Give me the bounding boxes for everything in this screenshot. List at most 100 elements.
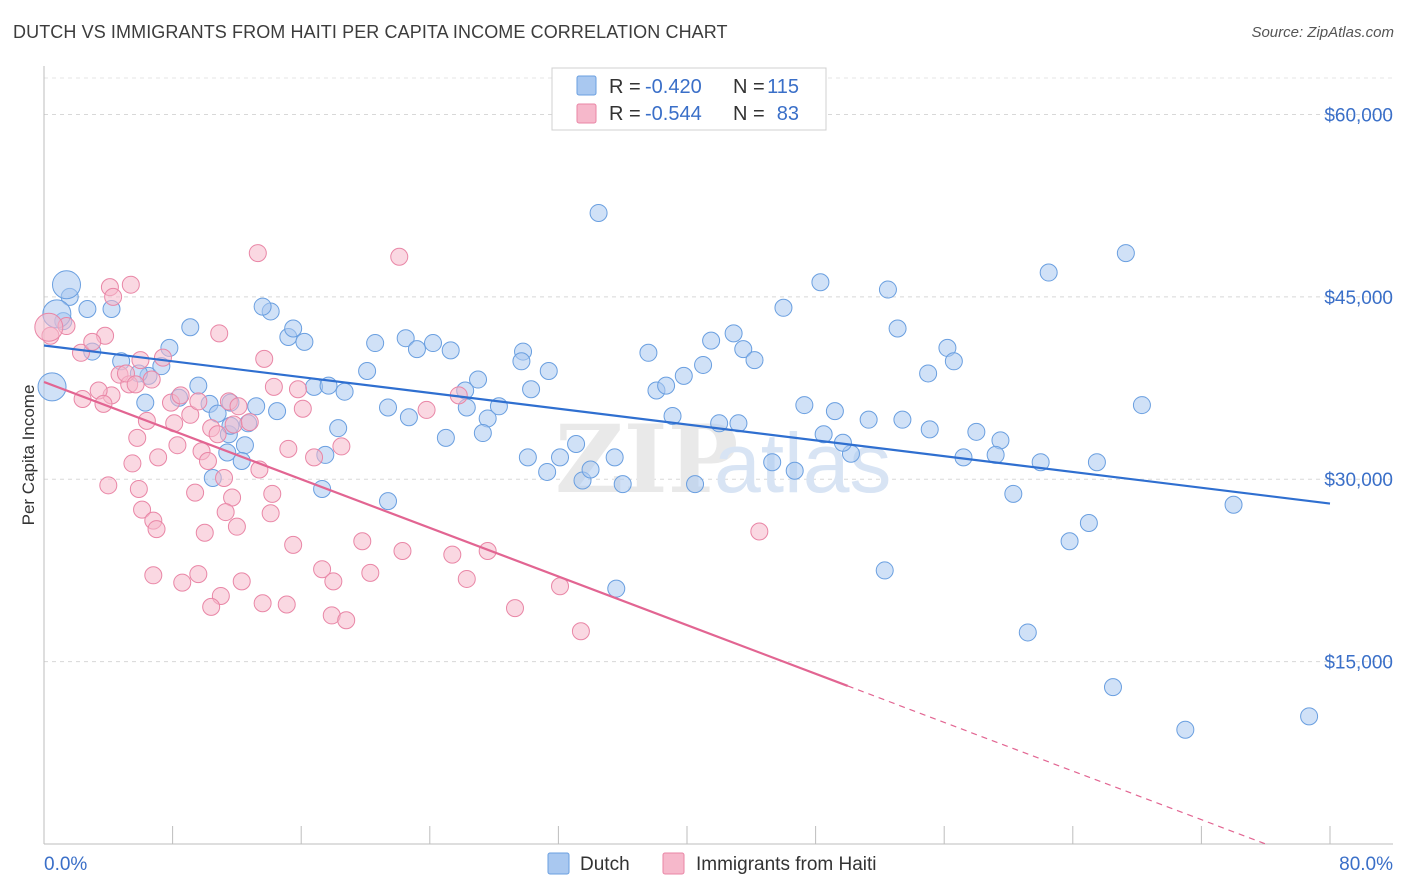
dutch-point-50: [613, 475, 632, 494]
haiti-point-78: [288, 380, 307, 399]
trend-lines: [43, 344, 1331, 845]
bottom-legend-label-dutch: Dutch: [580, 854, 630, 875]
haiti-point-41: [123, 454, 142, 473]
haiti-point-69: [232, 572, 251, 591]
dutch-point-48: [581, 460, 600, 479]
dutch-point-31: [366, 334, 385, 353]
haiti-point-85: [750, 522, 769, 541]
x-tick-label-min: 0.0%: [44, 854, 87, 875]
haiti-point-49: [227, 517, 246, 536]
haiti-big-point-0: [34, 312, 64, 342]
dutch-point-86: [1060, 532, 1079, 551]
haiti-point-42: [129, 479, 148, 498]
dutch-trend-line: [43, 344, 1331, 505]
haiti-point-36: [305, 448, 324, 467]
haiti-point-19: [189, 392, 208, 411]
haiti-point-47: [195, 523, 214, 542]
dutch-point-44: [522, 380, 541, 399]
dutch-point-104: [589, 203, 608, 222]
dutch-point-107: [284, 319, 303, 338]
haiti-point-60: [505, 599, 524, 618]
haiti-point-18: [181, 405, 200, 424]
dutch-point-24: [253, 297, 272, 316]
haiti-point-83: [104, 287, 123, 306]
dutch-point-97: [268, 402, 287, 421]
haiti-point-43: [133, 500, 152, 519]
dutch-point-65: [795, 396, 814, 415]
haiti-point-4: [83, 332, 102, 351]
dutch-point-60: [734, 340, 753, 359]
dutch-point-19: [235, 436, 254, 455]
dutch-point-80: [967, 422, 986, 441]
haiti-point-23: [229, 397, 248, 416]
dutch-point-51: [639, 343, 658, 362]
dutch-point-111: [694, 355, 713, 374]
dutch-point-38: [469, 370, 488, 389]
haiti-point-82: [390, 247, 409, 266]
dutch-point-105: [607, 579, 626, 598]
dutch-point-12: [136, 393, 155, 412]
dutch-point-33: [396, 329, 415, 348]
y-axis-label: Per Capita Income: [19, 385, 38, 526]
x-tick-label-max: 80.0%: [1339, 854, 1393, 875]
dutch-point-56: [686, 475, 705, 494]
haiti-point-56: [393, 541, 412, 560]
dutch-point-53: [657, 376, 676, 395]
dutch-point-89: [1103, 678, 1122, 697]
legend-swatch-haiti: [576, 103, 597, 124]
dutch-big-point-2: [37, 372, 67, 402]
haiti-point-62: [571, 622, 590, 641]
legend-r-value-haiti: -0.544: [645, 103, 702, 125]
dutch-point-82: [1004, 484, 1023, 503]
dutch-point-13: [189, 376, 208, 395]
legend-n-label-haiti: N =: [733, 103, 765, 125]
dutch-point-32: [379, 398, 398, 417]
dutch-point-55: [674, 366, 693, 385]
dutch-point-3: [78, 300, 97, 319]
haiti-point-52: [313, 560, 332, 579]
dutch-point-90: [1116, 244, 1135, 263]
dutch-point-28: [329, 419, 348, 438]
legend-swatch-dutch: [576, 75, 597, 96]
chart-source: Source: ZipAtlas.com: [1251, 24, 1394, 41]
dutch-point-103: [567, 434, 586, 453]
haiti-point-46: [186, 483, 205, 502]
y-tick-labels: $15,000 $30,000 $45,000 $60,000: [1324, 105, 1393, 673]
haiti-point-66: [173, 573, 192, 592]
haiti-point-54: [353, 532, 372, 551]
top-legend: R = -0.420 N = 115 R = -0.544 N = 83: [551, 67, 827, 131]
haiti-point-50: [261, 504, 280, 523]
dutch-point-92: [1176, 720, 1195, 739]
haiti-point-40: [99, 476, 118, 495]
haiti-point-59: [478, 541, 497, 560]
haiti-point-45: [147, 520, 166, 539]
dutch-point-64: [774, 298, 793, 317]
dutch-point-49: [605, 448, 624, 467]
haiti-point-12: [131, 351, 150, 370]
dutch-point-73: [888, 319, 907, 338]
dutch-point-71: [859, 410, 878, 429]
dutch-point-72: [878, 280, 897, 299]
haiti-point-37: [332, 437, 351, 456]
dutch-point-83: [1018, 623, 1037, 642]
dutch-point-68: [825, 402, 844, 421]
dutch-point-87: [1079, 514, 1098, 533]
haiti-point-34: [263, 484, 282, 503]
haiti-point-13: [142, 370, 161, 389]
dutch-point-36: [424, 334, 443, 353]
haiti-point-39: [240, 413, 259, 432]
dutch-point-101: [539, 362, 558, 381]
haiti-point-64: [337, 611, 356, 630]
haiti-point-15: [153, 348, 172, 367]
haiti-point-30: [198, 452, 217, 470]
y-tick-label-3: $60,000: [1324, 105, 1393, 126]
dutch-point-74: [893, 410, 912, 429]
dutch-point-18: [247, 397, 266, 416]
dutch-point-95: [512, 352, 531, 371]
haiti-point-17: [171, 386, 190, 405]
haiti-point-74: [126, 375, 145, 394]
dutch-point-112: [875, 561, 894, 580]
dutch-point-75: [919, 364, 938, 383]
haiti-point-57: [443, 545, 462, 564]
dutch-point-110: [436, 428, 455, 447]
